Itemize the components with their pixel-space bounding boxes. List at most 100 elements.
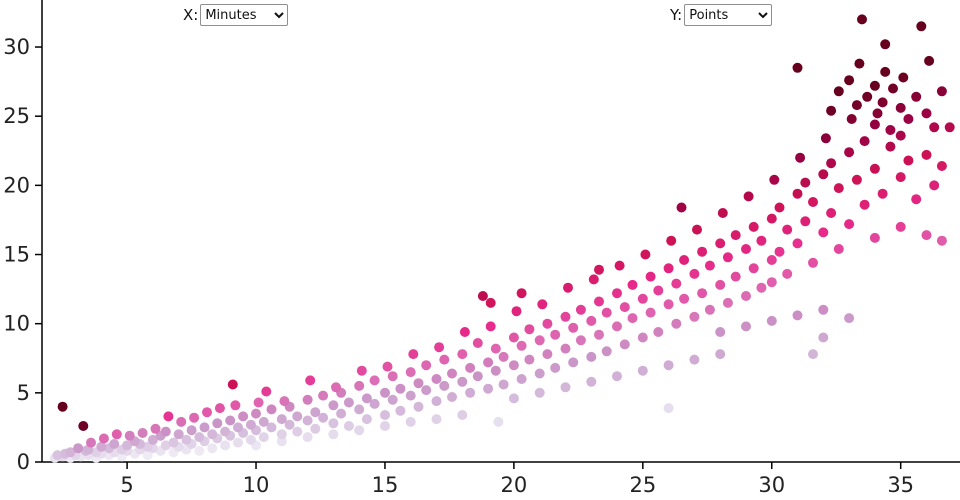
- scatter-point: [356, 365, 367, 376]
- scatter-point: [692, 224, 702, 235]
- scatter-point: [844, 313, 855, 324]
- scatter-point: [508, 360, 519, 371]
- scatter-point: [730, 271, 741, 282]
- scatter-point: [310, 407, 321, 418]
- scatter-point: [477, 291, 488, 301]
- scatter-point: [302, 415, 313, 426]
- scatter-point: [560, 343, 571, 354]
- scatter-point: [431, 374, 442, 384]
- scatter-point: [227, 379, 238, 390]
- scatter-point: [846, 114, 857, 124]
- scatter-point: [380, 387, 390, 398]
- scatter-point: [305, 375, 316, 386]
- scatter-point: [485, 321, 496, 332]
- x-tick-label: 15: [372, 473, 399, 497]
- scatter-point: [508, 393, 519, 404]
- scatter-point: [921, 230, 932, 241]
- scatter-point: [663, 263, 674, 274]
- scatter-point: [369, 398, 380, 409]
- scatter-point: [859, 136, 870, 147]
- scatter-point: [168, 437, 179, 448]
- scatter-point: [671, 278, 682, 289]
- scatter-point: [663, 360, 674, 371]
- scatter-point: [895, 221, 906, 232]
- y-tick-label: 5: [17, 381, 30, 405]
- scatter-point: [354, 380, 365, 391]
- scatter-point: [261, 386, 272, 397]
- scatter-point: [857, 14, 867, 25]
- scatter-point: [808, 349, 818, 360]
- scatter-point: [704, 304, 715, 315]
- scatter-point: [663, 403, 674, 414]
- x-tick-label: 5: [120, 473, 133, 497]
- scatter-point: [318, 390, 329, 401]
- scatter-point: [818, 304, 829, 315]
- scatter-point: [833, 86, 844, 97]
- scatter-point: [818, 227, 829, 238]
- scatter-point: [78, 421, 89, 431]
- scatter-point: [844, 147, 855, 158]
- scatter-point: [137, 428, 148, 438]
- scatter-point: [245, 434, 256, 445]
- scatter-point: [844, 75, 855, 86]
- x-variable-select[interactable]: Minutes: [200, 4, 289, 26]
- scatter-point: [233, 422, 243, 433]
- scatter-point: [679, 293, 690, 304]
- scatter-point: [782, 224, 793, 235]
- scatter-point: [766, 213, 777, 224]
- scatter-point: [715, 238, 726, 249]
- scatter-point: [898, 72, 909, 83]
- x-axis-label: X:: [183, 6, 199, 24]
- scatter-point: [160, 440, 171, 451]
- scatter-point: [808, 197, 818, 207]
- scatter-point: [483, 383, 494, 394]
- scatter-point: [568, 322, 579, 333]
- scatter-point: [382, 361, 393, 372]
- scatter-point: [800, 177, 811, 188]
- scatter-point: [405, 416, 416, 427]
- scatter-point: [147, 434, 158, 445]
- scatter-point: [490, 343, 501, 354]
- scatter-point: [498, 351, 509, 362]
- scatter-point: [903, 114, 914, 124]
- scatter-point: [575, 304, 586, 315]
- scatter-point: [895, 172, 906, 183]
- scatter-point: [774, 246, 785, 257]
- scatter-point: [826, 158, 837, 169]
- scatter-point: [741, 244, 751, 254]
- scatter-point: [199, 422, 210, 433]
- scatter-point: [421, 360, 432, 371]
- scatter-point: [715, 279, 726, 290]
- scatter-point: [57, 401, 68, 412]
- scatter-point: [220, 426, 231, 437]
- scatter-point: [653, 327, 664, 337]
- scatter-point: [181, 434, 192, 445]
- scatter-point: [575, 335, 586, 346]
- scatter-point: [689, 311, 700, 322]
- scatter-point: [869, 119, 880, 130]
- scatter-point: [292, 426, 303, 437]
- scatter-point: [748, 263, 759, 274]
- scatter-point: [189, 412, 200, 423]
- scatter-point: [253, 397, 264, 408]
- scatter-point: [844, 219, 855, 230]
- scatter-point: [534, 387, 545, 398]
- scatter-point: [916, 21, 927, 32]
- scatter-point: [818, 332, 829, 343]
- scatter-point: [142, 450, 153, 461]
- scatter-point: [457, 376, 468, 387]
- scatter-point: [328, 418, 339, 429]
- y-variable-select[interactable]: Points: [684, 4, 773, 26]
- scatter-point: [697, 288, 708, 299]
- scatter-point: [516, 340, 527, 351]
- scatter-point: [405, 367, 416, 378]
- x-axis-control: X: Minutes: [183, 4, 289, 26]
- scatter-point: [421, 385, 432, 396]
- scatter-point: [869, 80, 880, 91]
- scatter-point: [511, 306, 522, 317]
- scatter-point: [929, 122, 940, 133]
- scatter-point: [160, 426, 171, 437]
- scatter-point: [387, 371, 398, 382]
- scatter-point: [766, 277, 777, 288]
- scatter-point: [276, 414, 287, 425]
